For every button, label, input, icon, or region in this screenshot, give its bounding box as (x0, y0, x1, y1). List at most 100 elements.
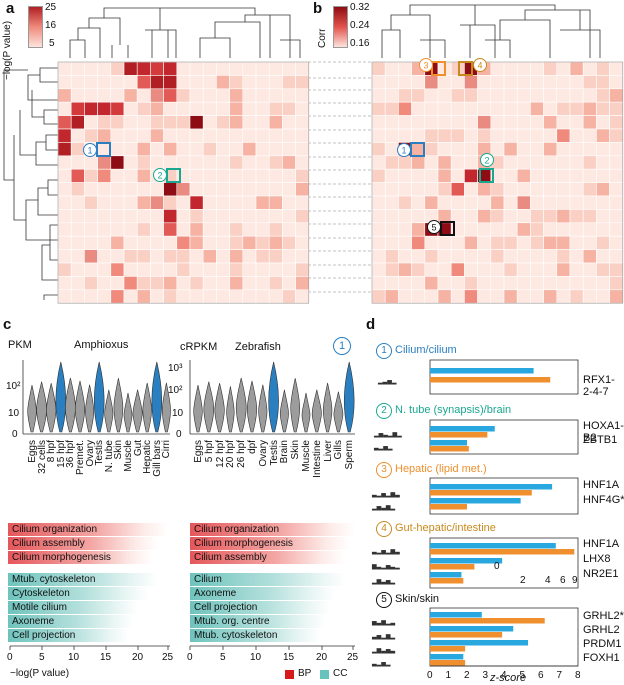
heatmap-cell (516, 289, 531, 304)
highlight-number: 1 (401, 146, 406, 156)
heatmap-cell (202, 168, 217, 183)
heatmap-cell (490, 209, 505, 224)
zscore-bar (430, 632, 503, 638)
heatmap-cell (384, 235, 399, 250)
heatmap-cell (543, 222, 558, 237)
heatmap-cell (450, 61, 465, 76)
heatmap-cell (229, 61, 244, 76)
heatmap-cell (268, 142, 283, 157)
heatmap-cell (543, 195, 558, 210)
heatmap-cell (110, 168, 125, 183)
heatmap-cell (371, 75, 386, 90)
heatmap-cell (70, 168, 85, 183)
heatmap-cell (97, 222, 112, 237)
heatmap-cell (582, 209, 597, 224)
heatmap-cell (163, 209, 178, 224)
violin-mark (322, 382, 333, 433)
heatmap-cell (609, 128, 624, 143)
heatmap-cell (110, 235, 125, 250)
heatmap-cell (70, 101, 85, 116)
heatmap-cell (384, 276, 399, 291)
heatmap-cell (516, 276, 531, 291)
highlight-number: 2 (157, 171, 162, 181)
heatmap-cell (282, 209, 296, 224)
heatmap-cell (242, 142, 257, 157)
heatmap-cell (596, 262, 610, 277)
heatmap-cell (295, 155, 310, 170)
gene-zbtb1: ZBTB1 (583, 434, 618, 446)
stage-label: Intestine (311, 440, 323, 478)
heatmap-cell (556, 75, 571, 90)
heatmap-cell (411, 182, 426, 197)
heatmap-cell (556, 195, 571, 210)
heatmap-cell (57, 209, 72, 224)
heatmap-cell (516, 195, 531, 210)
heatmap-cell (556, 115, 571, 130)
heatmap-cell (411, 155, 426, 170)
heatmap-cell (70, 289, 85, 304)
heatmap-cell (569, 128, 584, 143)
heatmap-cell (530, 61, 544, 76)
heatmap-cell (229, 262, 244, 277)
heatmap-cell (84, 101, 98, 116)
heatmap-cell (110, 142, 125, 157)
heatmap-cell (516, 88, 531, 103)
heatmap-cell (57, 101, 72, 116)
heatmap-cell (490, 115, 505, 130)
heatmap-cell (543, 128, 558, 143)
heatmap-cell (596, 235, 610, 250)
heatmap-cell (582, 262, 597, 277)
heatmap-cell (398, 222, 412, 237)
heatmap-cell (582, 276, 597, 291)
heatmap-cell (411, 209, 426, 224)
heatmap-cell (57, 289, 72, 304)
zscore-bar (430, 377, 551, 383)
heatmap-cell (516, 61, 531, 76)
zscore-bar (430, 432, 488, 438)
heatmap-cell (384, 128, 399, 143)
panel-b-top-dendrogram (381, 4, 601, 58)
heatmap-cell (229, 168, 244, 183)
zscore-tick: 2 (464, 670, 470, 681)
heatmap-cell (556, 289, 571, 304)
violin-mark (258, 384, 268, 433)
heatmap-cell (464, 195, 478, 210)
heatmap-cell (216, 262, 230, 277)
heatmap-cell (569, 115, 584, 130)
heatmap-cell (398, 195, 412, 210)
heatmap-cell (464, 75, 478, 90)
heatmap-cell (202, 195, 217, 210)
heatmap-cell (516, 128, 531, 143)
heatmap-cell (242, 88, 257, 103)
stage-label: Gills (333, 440, 345, 460)
heatmap-cell (150, 128, 164, 143)
heatmap-cell (282, 61, 296, 76)
heatmap-cell (97, 276, 112, 291)
heatmap-cell (503, 142, 518, 157)
heatmap-cell (490, 128, 505, 143)
heatmap-cell (596, 168, 610, 183)
heatmap-cell (411, 195, 426, 210)
gene-grhl2: GRHL2 (583, 624, 620, 636)
heatmap-cell (556, 168, 571, 183)
heatmap-cell (609, 155, 624, 170)
heatmap-cell (609, 101, 624, 116)
heatmap-cell (437, 182, 452, 197)
heatmap-cell (123, 61, 138, 76)
go-bp-left-2: Cilium assembly (8, 537, 158, 550)
zscore-bar (430, 646, 466, 652)
heatmap-cell (371, 101, 386, 116)
heatmap-cell (503, 249, 518, 264)
heatmap-cell (516, 235, 531, 250)
heatmap-cell (84, 168, 98, 183)
zscore-bar (430, 426, 495, 432)
heatmap-cell (84, 276, 98, 291)
heatmap-cell (569, 168, 584, 183)
heatmap-cell (229, 142, 244, 157)
zeb-ytick-10: 10 (172, 408, 184, 419)
heatmap-cell (136, 115, 151, 130)
heatmap-cell (268, 195, 283, 210)
heatmap-cell (490, 289, 505, 304)
heatmap-cell (464, 289, 478, 304)
heatmap-cell (569, 75, 584, 90)
